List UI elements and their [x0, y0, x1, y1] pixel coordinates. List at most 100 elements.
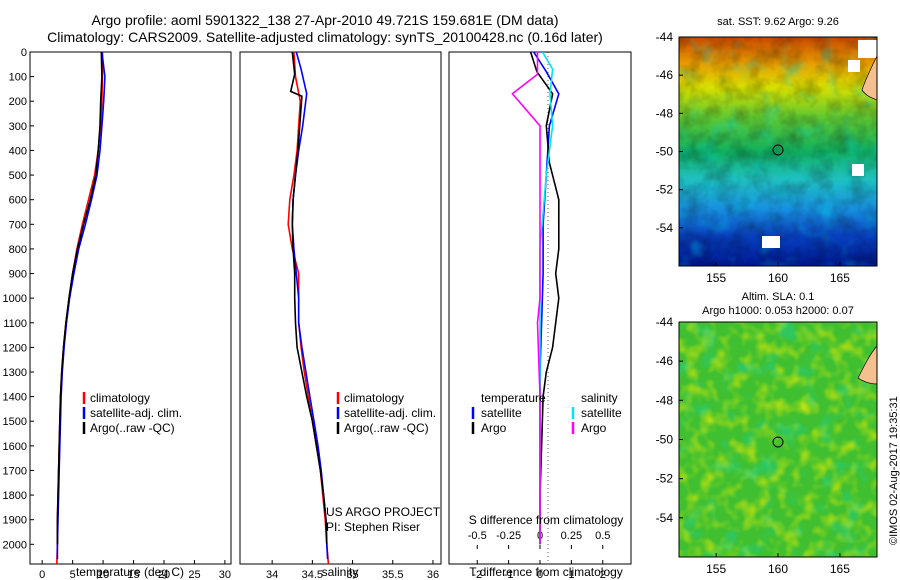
sla-map-lon-label: 160	[768, 562, 788, 576]
temperature-line-satellite-adj	[56, 52, 106, 560]
difference-T-x-tick-label: -1	[504, 569, 514, 580]
depth-tick-label: 1200	[3, 342, 27, 354]
sla-map-axes: 155 160 165 -44 -46 -48 -50 -52 -54	[656, 315, 851, 576]
sla-map-lat-label: -54	[656, 511, 674, 525]
temperature-x-tick-label: 20	[158, 569, 170, 580]
sst-map-lon-label: 165	[830, 271, 850, 285]
depth-tick-label: 1900	[3, 515, 27, 527]
land-mask	[762, 236, 780, 248]
depth-tick-label: 500	[9, 170, 27, 182]
sla-map-lon-label: 165	[830, 562, 850, 576]
legend-label-t-satellite: satellite	[481, 406, 522, 420]
difference-T-x-tick-label: 0	[537, 569, 543, 580]
difference-S-x-tick-label: 0.5	[595, 530, 610, 542]
project-annotation: US ARGO PROJECT	[326, 505, 441, 519]
salinity-line-Argo	[289, 52, 328, 545]
sla-map-title-line1: Altim. SLA: 0.1	[742, 291, 815, 303]
legend-label-climatology: climatology	[90, 391, 150, 405]
difference-S-x-tick-label: 0.25	[561, 530, 582, 542]
sst-map-lon-label: 155	[706, 271, 726, 285]
depth-tick-label: 900	[9, 269, 27, 281]
sst-texture-cyan	[679, 37, 877, 266]
temperature-x-tick-label: 5	[70, 569, 76, 580]
legend-title-salinity: salinity	[581, 391, 618, 405]
difference-x-label-bottom: T difference from climatology	[469, 565, 623, 579]
depth-tick-label: 300	[9, 121, 27, 133]
difference-lines	[511, 52, 560, 545]
depth-tick-label: 1300	[3, 367, 27, 379]
depth-axis: 0 100 200 300 400 500 600 700 800 900 1000 1100 1200…	[3, 47, 34, 551]
temperature-x-label: temperature (deg C)	[76, 565, 184, 579]
sst-map-axes: 155 160 165 -44 -46 -48 -50 -52 -54	[656, 30, 851, 285]
sst-map-lat-label: -54	[656, 221, 674, 235]
pi-annotation: PI: Stephen Riser	[326, 520, 420, 534]
land-mask	[848, 60, 860, 72]
depth-tick-label: 1100	[3, 318, 27, 330]
salinity-legend: climatology satellite-adj. clim. Argo(..…	[326, 391, 441, 534]
sst-map-lat-label: -50	[656, 145, 674, 159]
sst-map-title: sat. SST: 9.62 Argo: 9.26	[717, 16, 839, 28]
sla-map: Altim. SLA: 0.1 Argo h1000: 0.053 h2000:…	[656, 291, 878, 576]
temperature-x-tick-label: 15	[127, 569, 139, 580]
legend-label-satellite: satellite-adj. clim.	[344, 406, 436, 420]
legend-label-t-argo: Argo	[481, 421, 507, 435]
sla-map-lat-label: -46	[656, 354, 674, 368]
temperature-x-axis: 0 5 10 15 20 25 30	[39, 560, 231, 580]
depth-tick-label: 1600	[3, 441, 27, 453]
difference-T-x-tick-label: 2	[600, 569, 606, 580]
salinity-x-axis: 34 34.5 35 35.5 36	[266, 560, 439, 580]
argo-float-location	[772, 436, 784, 448]
difference-x-axes: -2 -1 0 1 2-0.5 -0.25 0 0.25 0.5	[468, 530, 611, 580]
imos-timestamp: ©IMOS 02-Aug-2017 19:35:31	[888, 396, 900, 545]
sla-map-lat-label: -52	[656, 472, 674, 486]
argo-float-location	[772, 144, 784, 156]
legend-label-argo: Argo(..raw -QC)	[90, 421, 175, 435]
salinity-x-tick-label: 34.5	[302, 569, 323, 580]
sla-map-title-line2: Argo h1000: 0.053 h2000: 0.07	[702, 305, 854, 317]
depth-tick-label: 1000	[3, 293, 27, 305]
difference-line-T-Argo	[529, 52, 560, 545]
legend-label-satellite: satellite-adj. clim.	[90, 406, 182, 420]
legend-title-temperature: temperature	[481, 391, 546, 405]
temperature-x-tick-label: 0	[39, 569, 45, 580]
temperature-line-Argo	[56, 52, 103, 545]
salinity-x-tick-label: 36	[427, 569, 439, 580]
sst-map-lat-label: -46	[656, 68, 674, 82]
chart-title-line1: Argo profile: aoml 5901322_138 27-Apr-20…	[91, 12, 559, 28]
sla-texture-cyan	[679, 322, 877, 557]
difference-S-x-tick-label: -0.5	[468, 530, 487, 542]
depth-tick-label: 2000	[3, 539, 27, 551]
salinity-x-label: salinity	[322, 565, 359, 579]
difference-line-S-Argo	[511, 52, 541, 545]
sst-map: sat. SST: 9.62 Argo: 9.26 155 160 165 -44 -4…	[656, 16, 878, 285]
temperature-legend: climatology satellite-adj. clim. Argo(..…	[82, 391, 182, 435]
sst-map-lat-label: -44	[656, 30, 674, 44]
legend-label-argo: Argo(..raw -QC)	[344, 421, 429, 435]
depth-tick-label: 800	[9, 244, 27, 256]
sla-map-lon-label: 155	[706, 562, 726, 576]
depth-tick-label: 200	[9, 96, 27, 108]
depth-tick-label: 1700	[3, 465, 27, 477]
salinity-plot-frame	[239, 51, 442, 565]
depth-tick-label: 100	[9, 72, 27, 84]
difference-legend: temperature satellite Argo salinity sate…	[471, 391, 622, 435]
temperature-lines	[56, 52, 106, 564]
depth-tick-label: 1800	[3, 490, 27, 502]
difference-T-x-tick-label: -2	[472, 569, 482, 580]
depth-tick-label: 400	[9, 145, 27, 157]
land-mask	[852, 164, 864, 176]
depth-tick-label: 600	[9, 195, 27, 207]
depth-tick-label: 0	[21, 47, 27, 59]
salinity-x-tick-label: 34	[266, 569, 278, 580]
difference-x-label-top: S difference from climatology	[469, 513, 624, 527]
sst-map-lat-label: -48	[656, 106, 674, 120]
depth-tick-label: 700	[9, 219, 27, 231]
sla-map-lat-label: -48	[656, 393, 674, 407]
sla-map-lat-label: -50	[656, 433, 674, 447]
temperature-plot-frame	[29, 51, 232, 565]
difference-S-x-tick-label: -0.25	[496, 530, 521, 542]
temperature-x-tick-label: 10	[97, 569, 109, 580]
temperature-x-tick-label: 25	[188, 569, 200, 580]
temperature-line-climatology	[56, 52, 104, 564]
